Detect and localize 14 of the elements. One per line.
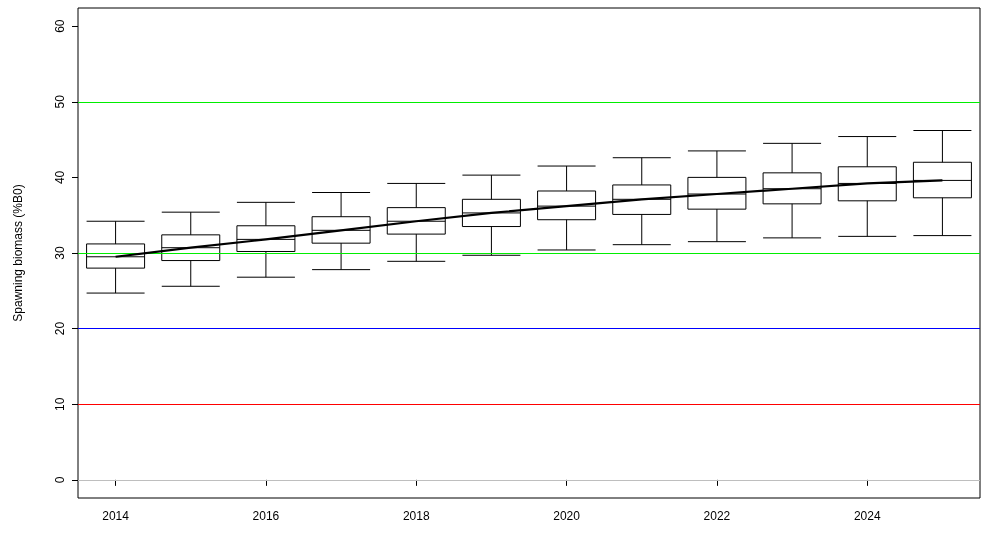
y-tick-label: 30 [53, 246, 67, 260]
x-tick-label: 2014 [102, 509, 130, 523]
y-tick-label: 50 [53, 94, 67, 109]
x-tick-label: 2022 [703, 509, 731, 523]
x-tick-label: 2024 [853, 509, 881, 523]
x-tick-label: 2016 [252, 509, 280, 523]
y-tick-label: 60 [53, 19, 67, 33]
y-tick-label: 0 [53, 476, 67, 484]
y-tick-label: 20 [53, 321, 67, 336]
x-tick-label: 2020 [553, 509, 581, 523]
y-tick-label: 40 [53, 170, 67, 185]
x-tick-label: 2018 [402, 509, 430, 523]
y-tick-label: 10 [53, 397, 67, 411]
y-axis-title: Spawning biomass (%B0) [11, 184, 25, 322]
